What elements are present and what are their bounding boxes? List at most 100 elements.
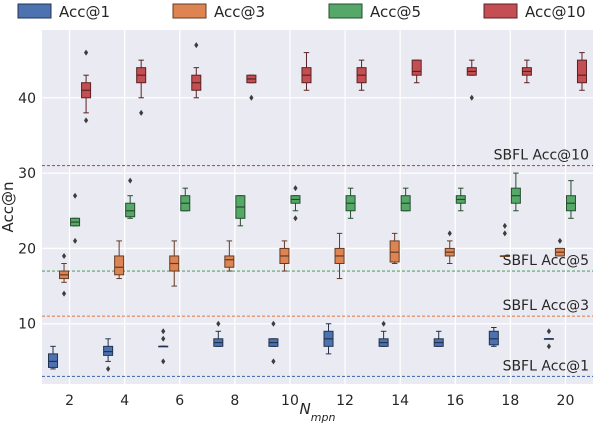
- box-body: [389, 240, 400, 263]
- legend-swatch: [17, 3, 52, 19]
- box-acc-at-5-4: [125, 177, 136, 219]
- x-tick-label: 2: [65, 393, 74, 409]
- box-body: [103, 345, 114, 356]
- y-axis-label: Acc@n: [0, 182, 17, 233]
- box-body: [576, 59, 587, 84]
- flier-point: [293, 215, 298, 222]
- box-acc-at-10-12: [356, 59, 367, 91]
- y-tick-label: 10: [18, 317, 36, 333]
- flier-point: [293, 185, 298, 192]
- box-acc-at-1-6: [158, 328, 169, 365]
- box-acc-at-3-2: [59, 252, 70, 297]
- flier-point: [161, 328, 166, 335]
- reference-line-label: SBFL Acc@10: [494, 148, 589, 164]
- x-tick-label: 14: [391, 393, 409, 409]
- box-acc-at-10-20: [576, 52, 587, 91]
- x-tick-label: 18: [501, 393, 519, 409]
- box-acc-at-1-14: [378, 320, 389, 347]
- box-acc-at-3-20: [554, 237, 565, 257]
- x-axis-label-main: N: [300, 400, 311, 418]
- box-body: [411, 59, 422, 76]
- box-acc-at-5-14: [400, 187, 411, 212]
- x-axis-label: Nmpn: [300, 400, 336, 423]
- x-tick-label: 10: [281, 393, 299, 409]
- flier-point: [271, 320, 276, 327]
- legend-item: Acc@5: [328, 3, 421, 21]
- box-acc-at-5-10: [290, 185, 301, 222]
- box-acc-at-3-6: [169, 240, 180, 287]
- legend-label: Acc@3: [214, 3, 265, 21]
- flier-point: [546, 343, 552, 350]
- flier-point: [249, 94, 254, 101]
- flier-point: [557, 237, 563, 244]
- flier-point: [139, 109, 144, 116]
- flier-point: [128, 177, 133, 184]
- flier-point: [381, 320, 386, 327]
- box-acc-at-10-2: [81, 49, 92, 124]
- legend-label: Acc@1: [59, 3, 110, 21]
- box-acc-at-1-8: [213, 320, 224, 347]
- box-body: [488, 330, 499, 346]
- box-body: [114, 255, 125, 276]
- box-acc-at-3-16: [444, 230, 455, 264]
- box-acc-at-5-6: [180, 187, 191, 212]
- box-body: [224, 255, 235, 268]
- flier-point: [61, 252, 67, 259]
- reference-line-label: SBFL Acc@1: [503, 358, 589, 374]
- flier-point: [447, 230, 452, 237]
- legend-item: Acc@3: [172, 3, 265, 21]
- box-acc-at-3-8: [224, 240, 235, 272]
- y-tick-label: 40: [18, 91, 36, 107]
- flier-point: [83, 117, 89, 124]
- legend-item: Acc@10: [483, 3, 586, 21]
- box-acc-at-5-18: [510, 172, 521, 212]
- box-acc-at-10-14: [411, 59, 422, 84]
- box-acc-at-5-12: [345, 187, 356, 219]
- flier-point: [61, 290, 67, 297]
- flier-point: [161, 358, 166, 365]
- y-tick-label: 20: [18, 241, 36, 257]
- flier-point: [502, 230, 507, 237]
- box-acc-at-5-20: [565, 180, 576, 219]
- box-acc-at-1-10: [268, 320, 279, 365]
- box-acc-at-1-4: [103, 338, 114, 372]
- box-acc-at-10-18: [521, 59, 532, 84]
- flier-point: [72, 237, 78, 244]
- legend-swatch: [172, 3, 207, 19]
- box-acc-at-1-20: [543, 328, 554, 350]
- flier-point: [271, 358, 276, 365]
- flier-point: [72, 192, 78, 199]
- box-acc-at-1-18: [488, 327, 499, 347]
- x-tick-label: 4: [120, 393, 129, 409]
- box-acc-at-10-6: [191, 42, 202, 99]
- legend-label: Acc@5: [370, 3, 421, 21]
- box-acc-at-10-8: [246, 74, 257, 101]
- box-acc-at-3-4: [114, 240, 125, 280]
- flier-point: [83, 49, 89, 56]
- x-tick-label: 8: [230, 393, 239, 409]
- box-acc-at-1-12: [323, 323, 334, 355]
- flier-point: [106, 365, 111, 372]
- box-acc-at-3-10: [279, 240, 290, 272]
- box-acc-at-10-10: [301, 52, 312, 91]
- box-acc-at-10-4: [136, 59, 147, 116]
- flier-point: [216, 320, 221, 327]
- x-tick-label: 20: [557, 393, 575, 409]
- x-tick-label: 12: [336, 393, 354, 409]
- flier-point: [502, 222, 507, 229]
- reference-line-label: SBFL Acc@3: [503, 298, 589, 314]
- legend-swatch: [328, 3, 363, 19]
- x-tick-label: 16: [446, 393, 464, 409]
- reference-line-label: SBFL Acc@5: [503, 253, 589, 269]
- legend-item: Acc@1: [17, 3, 110, 21]
- box-acc-at-1-2: [48, 345, 59, 370]
- legend-swatch: [483, 3, 518, 19]
- flier-point: [469, 94, 474, 101]
- box-acc-at-10-16: [466, 59, 477, 101]
- box-body: [125, 202, 136, 218]
- box-acc-at-3-12: [334, 232, 345, 280]
- box-acc-at-3-18: [499, 222, 510, 257]
- box-acc-at-5-16: [455, 187, 466, 212]
